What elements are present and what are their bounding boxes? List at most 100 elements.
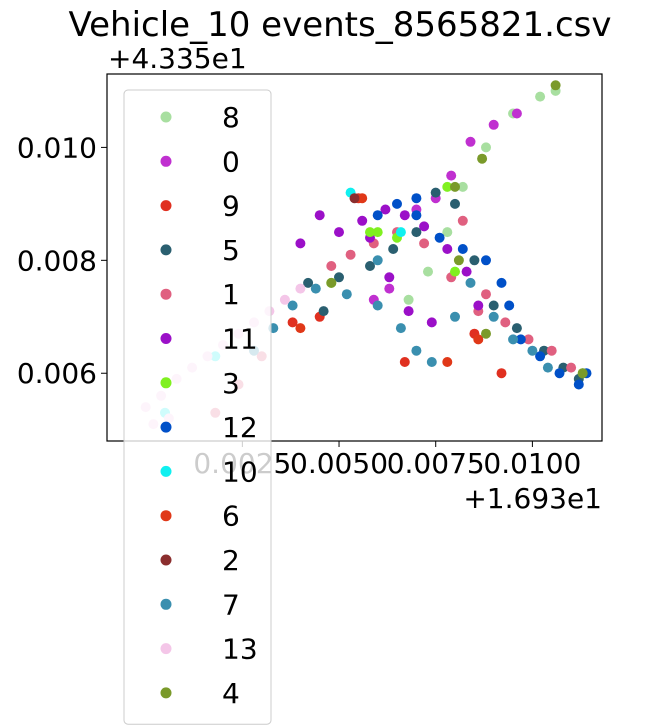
point-7-4	[411, 345, 422, 356]
point-5-8	[303, 277, 314, 288]
point-7-0	[310, 283, 321, 294]
point-5-9	[334, 272, 344, 283]
point-1-15	[481, 289, 491, 300]
point-11-13	[295, 238, 306, 249]
series-6	[295, 193, 484, 367]
point-0-4	[488, 119, 499, 130]
point-4-0	[450, 181, 460, 192]
y-tick-label-2: 0.010	[17, 131, 97, 164]
point-8-1	[423, 266, 433, 277]
point-8-6	[535, 91, 546, 102]
point-12-4	[457, 244, 468, 254]
point-0-3	[465, 136, 476, 147]
point-1-4	[419, 238, 430, 249]
legend-marker-1	[160, 288, 172, 300]
legend-label-9: 9	[222, 190, 240, 223]
point-8-2	[442, 227, 453, 238]
series-0	[368, 108, 522, 305]
point-11-12	[314, 210, 325, 221]
point-12-9	[535, 351, 546, 362]
point-11-4	[419, 221, 430, 232]
point-12-7	[504, 300, 515, 311]
point-11-5	[442, 244, 453, 254]
point-3-6	[450, 266, 460, 277]
legend-marker-9	[160, 200, 172, 212]
legend-label-13: 13	[222, 633, 258, 666]
point-11-2	[380, 204, 391, 215]
point-11-8	[426, 317, 437, 328]
legend-label-11: 11	[222, 323, 258, 356]
point-11-10	[384, 272, 395, 283]
legend-marker-12	[160, 421, 172, 433]
point-1-7	[500, 317, 511, 328]
chart-title: Vehicle_10 events_8565821.csv	[69, 5, 612, 45]
point-7-7	[465, 277, 476, 288]
point-7-12	[287, 300, 298, 311]
point-11-1	[357, 215, 368, 226]
point-12-0	[372, 210, 383, 221]
point-7-6	[450, 311, 460, 322]
point-5-0	[430, 187, 441, 198]
point-0-5	[511, 108, 522, 119]
point-7-10	[527, 345, 538, 356]
legend-label-12: 12	[222, 411, 258, 444]
y-offset-label: +4.335e1	[108, 42, 247, 75]
point-12-8	[515, 334, 526, 345]
series-8	[403, 85, 561, 305]
point-11-9	[403, 306, 414, 317]
series-1	[210, 215, 577, 418]
point-12-1	[392, 198, 402, 209]
point-12-11	[573, 379, 584, 390]
point-6-3	[473, 334, 484, 345]
point-3-4	[442, 181, 453, 192]
legend-label-8: 8	[222, 101, 240, 134]
legend-marker-2	[160, 554, 172, 566]
point-4-2	[550, 80, 561, 91]
point-3-0	[365, 227, 375, 238]
legend-marker-13	[160, 643, 172, 655]
y-tick-label-0: 0.006	[17, 357, 97, 390]
point-0-7	[384, 283, 395, 294]
legend-marker-6	[160, 510, 172, 522]
point-7-11	[542, 362, 553, 373]
legend-marker-4	[160, 687, 172, 699]
series-9	[287, 193, 507, 379]
legend-label-4: 4	[222, 677, 240, 710]
point-5-11	[388, 244, 399, 254]
point-12-13	[411, 193, 422, 204]
legend-marker-11	[160, 333, 172, 344]
point-8-0	[403, 294, 414, 305]
point-1-10	[566, 362, 577, 373]
point-12-2	[411, 210, 422, 221]
point-13-10	[295, 283, 306, 294]
y-tick-label-1: 0.008	[17, 244, 97, 277]
axes-frame	[106, 73, 603, 442]
legend-label-6: 6	[222, 500, 240, 533]
point-7-9	[508, 334, 519, 345]
point-2-0	[349, 193, 360, 204]
point-1-9	[546, 345, 557, 356]
legend-marker-8	[160, 111, 172, 123]
point-0-2	[446, 170, 457, 181]
x-tick-label-3: 0.0100	[483, 447, 581, 480]
point-5-2	[469, 255, 480, 266]
point-5-10	[365, 261, 375, 271]
series-4	[326, 80, 588, 379]
series-11	[295, 204, 484, 328]
x-offset-label: +1.693e1	[463, 482, 602, 515]
point-12-5	[481, 255, 491, 266]
point-7-1	[341, 289, 352, 300]
series-2	[349, 193, 360, 204]
legend-marker-3	[160, 377, 172, 389]
point-8-3	[457, 181, 468, 192]
point-11-6	[461, 266, 472, 277]
point-7-2	[372, 300, 383, 311]
legend-label-10: 10	[222, 455, 258, 488]
legend-label-3: 3	[222, 367, 240, 400]
point-4-5	[326, 277, 337, 288]
point-1-8	[523, 334, 534, 345]
point-13-9	[279, 294, 290, 305]
